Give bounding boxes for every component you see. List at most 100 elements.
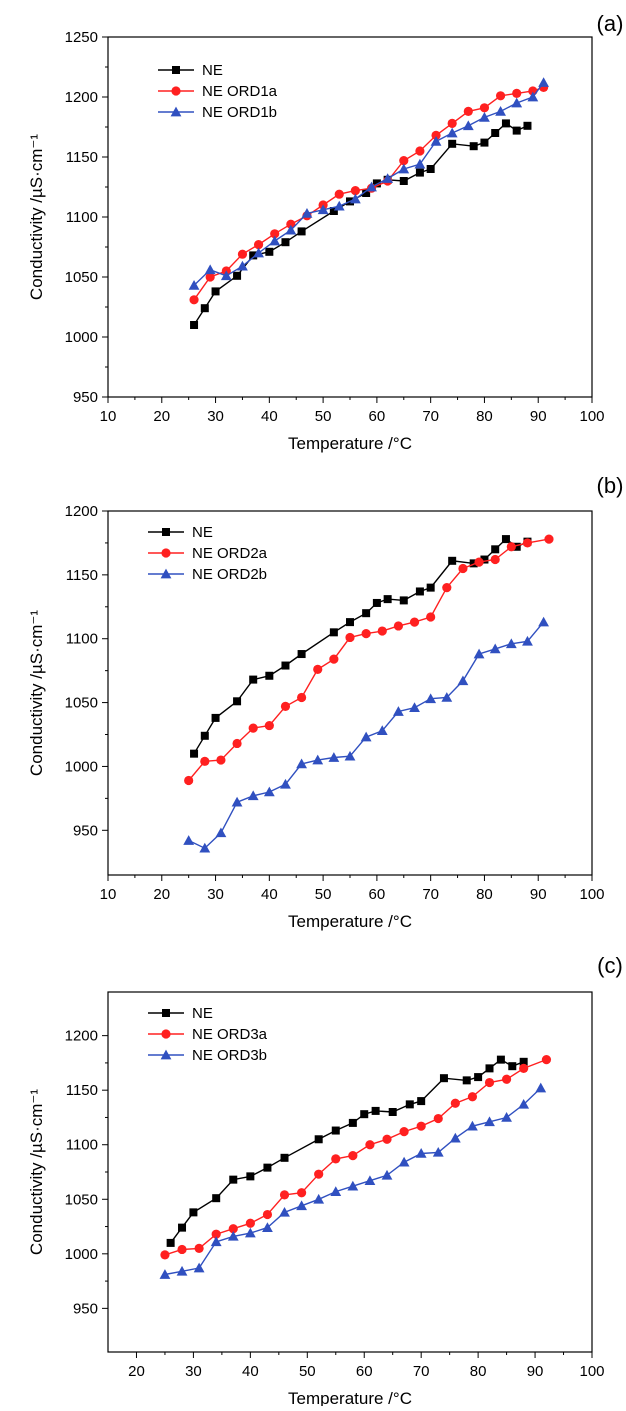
data-point — [364, 1175, 376, 1186]
data-point — [447, 118, 457, 128]
series — [159, 1082, 547, 1279]
x-tick-label: 40 — [242, 1363, 259, 1380]
y-axis-label: Conductivity /µS·cm⁻¹ — [27, 134, 46, 300]
data-point — [281, 238, 290, 247]
data-point — [231, 796, 243, 807]
data-point — [296, 1200, 307, 1211]
data-point — [301, 208, 313, 218]
data-point — [381, 1169, 393, 1180]
legend-item: NE — [148, 1005, 213, 1022]
legend-item: NE ORD3b — [148, 1047, 267, 1064]
data-point — [495, 106, 506, 116]
data-point — [449, 1132, 461, 1143]
data-point — [177, 1244, 187, 1255]
data-point — [280, 1153, 289, 1162]
data-point — [313, 1193, 325, 1204]
data-point — [501, 1074, 512, 1084]
data-point — [432, 1146, 444, 1157]
data-point — [178, 1223, 187, 1232]
data-point — [398, 163, 410, 174]
data-point — [189, 295, 199, 305]
data-point — [469, 142, 478, 151]
data-point — [215, 827, 227, 838]
data-point — [263, 1163, 272, 1172]
data-point — [450, 1098, 460, 1108]
series — [189, 82, 549, 305]
data-point — [249, 251, 258, 260]
data-point — [495, 91, 506, 101]
data-point — [264, 720, 274, 731]
y-tick-label: 950 — [73, 1300, 98, 1317]
data-point — [541, 1055, 552, 1065]
data-point — [462, 1076, 471, 1085]
data-point — [229, 1175, 238, 1184]
data-point — [506, 542, 516, 552]
panel-label: (b) — [597, 473, 624, 498]
data-point — [409, 617, 420, 627]
data-point — [491, 129, 500, 137]
data-point — [415, 587, 424, 596]
legend-marker — [161, 1029, 171, 1039]
data-point — [237, 260, 248, 271]
data-point — [415, 146, 425, 156]
data-point — [190, 321, 199, 329]
x-axis-label: Temperature /°C — [288, 434, 412, 453]
data-point — [248, 723, 258, 733]
data-point — [523, 121, 532, 130]
data-point — [360, 731, 372, 742]
legend: NE NE ORD2a NE ORD2b — [148, 524, 268, 583]
data-point — [484, 1077, 495, 1088]
x-tick-label: 40 — [261, 408, 278, 425]
data-point — [365, 1140, 375, 1150]
series — [166, 1055, 528, 1247]
legend-label: NE ORD3a — [192, 1026, 268, 1043]
legend: NE NE ORD3a NE ORD3b — [148, 1005, 268, 1064]
data-point — [253, 247, 264, 258]
data-point — [382, 1134, 392, 1144]
legend-marker — [171, 86, 181, 96]
data-point — [176, 1265, 188, 1276]
series-line — [170, 1058, 524, 1244]
x-tick-label: 80 — [470, 1363, 487, 1380]
data-point — [204, 264, 216, 275]
data-point — [333, 200, 345, 211]
x-tick-label: 10 — [100, 408, 117, 425]
data-point — [426, 612, 436, 622]
data-point — [296, 758, 307, 769]
y-tick-label: 1150 — [66, 567, 98, 584]
data-point — [279, 1190, 290, 1200]
data-point — [399, 156, 409, 166]
data-point — [393, 621, 403, 631]
y-tick-label: 1100 — [66, 631, 98, 648]
data-point — [159, 1269, 171, 1279]
data-point — [544, 534, 554, 544]
data-point — [348, 1151, 358, 1161]
data-point — [331, 1126, 340, 1135]
data-point — [265, 671, 274, 680]
data-point — [415, 168, 424, 177]
y-tick-label: 1050 — [65, 1191, 98, 1208]
data-point — [200, 756, 210, 766]
data-point — [496, 1055, 505, 1064]
data-point — [362, 609, 371, 618]
y-tick-label: 950 — [73, 822, 98, 839]
data-point — [501, 535, 510, 544]
data-point — [439, 1074, 448, 1083]
y-tick-label: 1250 — [65, 29, 98, 46]
y-tick-label: 1150 — [66, 149, 98, 166]
data-point — [431, 130, 441, 140]
legend-item: NE ORD2b — [148, 566, 267, 583]
data-point — [280, 701, 291, 712]
y-tick-label: 1050 — [65, 695, 98, 712]
legend-label: NE ORD2b — [192, 566, 267, 583]
data-point — [457, 675, 469, 686]
data-point — [473, 648, 485, 659]
series — [190, 119, 532, 329]
data-point — [312, 754, 324, 765]
legend-item: NE ORD1b — [158, 104, 277, 121]
data-point — [329, 654, 339, 664]
data-point — [345, 632, 355, 643]
data-point — [448, 139, 457, 148]
x-tick-label: 70 — [422, 408, 439, 425]
